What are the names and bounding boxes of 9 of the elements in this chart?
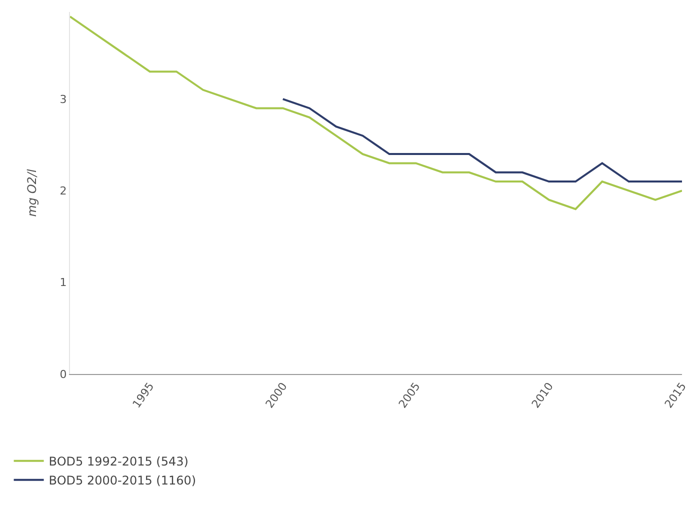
line-series bbox=[282, 98, 682, 183]
y-tick-label: 3 bbox=[60, 92, 67, 106]
legend-label: BOD5 1992-2015 (543) bbox=[48, 454, 188, 469]
y-axis-title: mg O2/l bbox=[25, 168, 39, 217]
y-tick-label: 1 bbox=[60, 276, 67, 290]
line-series bbox=[70, 16, 682, 210]
legend-label: BOD5 2000-2015 (1160) bbox=[48, 474, 196, 488]
y-tick-label: 2 bbox=[60, 184, 67, 198]
y-tick-label: 0 bbox=[60, 368, 67, 381]
